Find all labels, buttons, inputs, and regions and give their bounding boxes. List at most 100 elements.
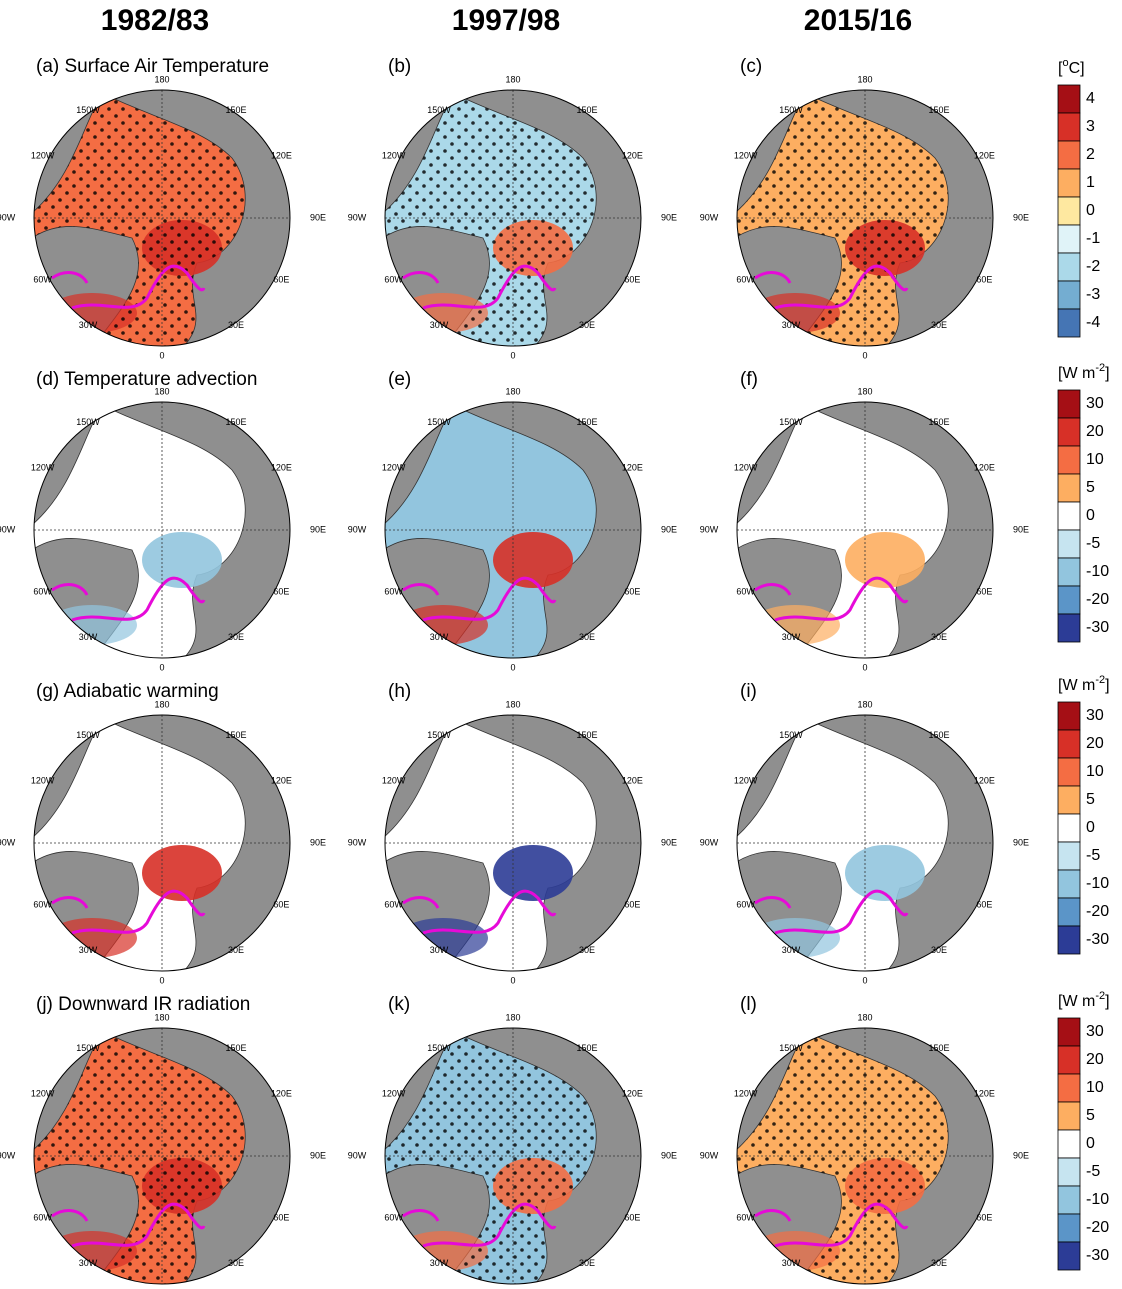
longitude-label: 30W xyxy=(430,945,449,955)
longitude-label: 90W xyxy=(700,1150,719,1160)
longitude-label: 120W xyxy=(382,1088,406,1098)
colorbar-tick-label: 10 xyxy=(1086,1079,1104,1096)
longitude-label: 180 xyxy=(505,699,520,709)
panel-label: (j) Downward IR radiation xyxy=(36,994,250,1015)
colorbar-box xyxy=(1058,1046,1080,1074)
longitude-label: 150E xyxy=(576,417,597,427)
longitude-label: 120W xyxy=(31,150,55,160)
colorbar-box xyxy=(1058,197,1080,225)
longitude-label: 120W xyxy=(734,775,758,785)
longitude-label: 30E xyxy=(579,320,595,330)
longitude-label: 150E xyxy=(225,105,246,115)
longitude-label: 60W xyxy=(384,1212,403,1222)
longitude-label: 90W xyxy=(700,212,719,222)
colorbar-box xyxy=(1058,446,1080,474)
longitude-label: 120E xyxy=(271,150,292,160)
longitude-label: 0 xyxy=(510,975,515,985)
longitude-label: 60E xyxy=(624,274,640,284)
panel-label: (f) xyxy=(740,369,758,390)
longitude-label: 0 xyxy=(862,350,867,360)
longitude-label: 30W xyxy=(79,1258,98,1268)
colorbar-box xyxy=(1058,1130,1080,1158)
panel-label: (h) xyxy=(388,681,411,702)
colorbar-tick-label: 10 xyxy=(1086,451,1104,468)
colorbar-box xyxy=(1058,558,1080,586)
colorbar-tick-label: 0 xyxy=(1086,202,1095,219)
longitude-label: 0 xyxy=(862,662,867,672)
colorbar-box xyxy=(1058,1018,1080,1046)
polar-map xyxy=(735,402,993,660)
longitude-label: 180 xyxy=(154,699,169,709)
longitude-label: 60W xyxy=(384,274,403,284)
longitude-label: 90E xyxy=(1013,524,1029,534)
column-header: 1997/98 xyxy=(452,4,560,37)
longitude-label: 90E xyxy=(661,212,677,222)
longitude-label: 30W xyxy=(782,320,801,330)
panel-label: (a) Surface Air Temperature xyxy=(36,56,269,77)
longitude-label: 180 xyxy=(505,386,520,396)
polar-map xyxy=(383,1028,641,1286)
unit-superscript: -2 xyxy=(1095,990,1105,1002)
panel-label: (e) xyxy=(388,369,411,390)
panel-label: (i) xyxy=(740,681,757,702)
colorbar-tick-label: -1 xyxy=(1086,230,1100,247)
longitude-label: 60W xyxy=(384,899,403,909)
colorbar-box xyxy=(1058,1074,1080,1102)
longitude-label: 120E xyxy=(271,775,292,785)
longitude-label: 150W xyxy=(779,417,803,427)
panel-label: (d) Temperature advection xyxy=(36,369,257,390)
longitude-label: 0 xyxy=(862,975,867,985)
colorbar-tick-label: 20 xyxy=(1086,735,1104,752)
colorbar-box xyxy=(1058,1102,1080,1130)
panel-label: (c) xyxy=(740,56,762,77)
longitude-label: 150W xyxy=(427,1043,451,1053)
colorbar-box xyxy=(1058,225,1080,253)
polar-map xyxy=(383,715,641,973)
colorbar-box xyxy=(1058,614,1080,642)
colorbar-tick-label: 20 xyxy=(1086,1051,1104,1068)
colorbar-tick-label: -20 xyxy=(1086,903,1109,920)
longitude-label: 120E xyxy=(622,1088,643,1098)
longitude-label: 90E xyxy=(1013,212,1029,222)
longitude-label: 150E xyxy=(576,1043,597,1053)
longitude-label: 90E xyxy=(310,837,326,847)
longitude-label: 60E xyxy=(624,586,640,596)
longitude-label: 150W xyxy=(76,417,100,427)
longitude-label: 60E xyxy=(273,586,289,596)
polar-map xyxy=(735,715,993,973)
colorbar-tick-label: 5 xyxy=(1086,791,1095,808)
longitude-label: 90E xyxy=(661,1150,677,1160)
longitude-label: 30W xyxy=(79,632,98,642)
panel-label: (b) xyxy=(388,56,411,77)
colorbar-tick-label: 0 xyxy=(1086,1135,1095,1152)
colorbar-box xyxy=(1058,586,1080,614)
colorbar-tick-label: -10 xyxy=(1086,563,1109,580)
longitude-label: 60W xyxy=(736,899,755,909)
colorbar-tick-label: 10 xyxy=(1086,763,1104,780)
longitude-label: 150W xyxy=(779,105,803,115)
colorbar-box xyxy=(1058,870,1080,898)
longitude-label: 30W xyxy=(782,945,801,955)
longitude-label: 120E xyxy=(974,1088,995,1098)
unit-superscript: -2 xyxy=(1095,362,1105,374)
longitude-label: 60W xyxy=(33,586,52,596)
panel-label: (l) xyxy=(740,994,757,1015)
colorbar-tick-label: -5 xyxy=(1086,847,1100,864)
colorbar-box xyxy=(1058,85,1080,113)
colorbar-box xyxy=(1058,390,1080,418)
longitude-label: 90W xyxy=(348,212,367,222)
longitude-label: 30W xyxy=(79,320,98,330)
colorbar-tick-label: -5 xyxy=(1086,535,1100,552)
longitude-label: 120E xyxy=(271,1088,292,1098)
longitude-label: 120E xyxy=(622,150,643,160)
panel-label: (k) xyxy=(388,994,410,1015)
longitude-label: 0 xyxy=(510,662,515,672)
longitude-label: 90E xyxy=(661,837,677,847)
longitude-label: 60W xyxy=(33,274,52,284)
colorbar-tick-label: -3 xyxy=(1086,286,1100,303)
colorbar-unit: [W m-2] xyxy=(1058,674,1110,694)
longitude-label: 60W xyxy=(736,586,755,596)
colorbar-tick-label: 5 xyxy=(1086,1107,1095,1124)
longitude-label: 30E xyxy=(931,1258,947,1268)
longitude-label: 30W xyxy=(782,1258,801,1268)
